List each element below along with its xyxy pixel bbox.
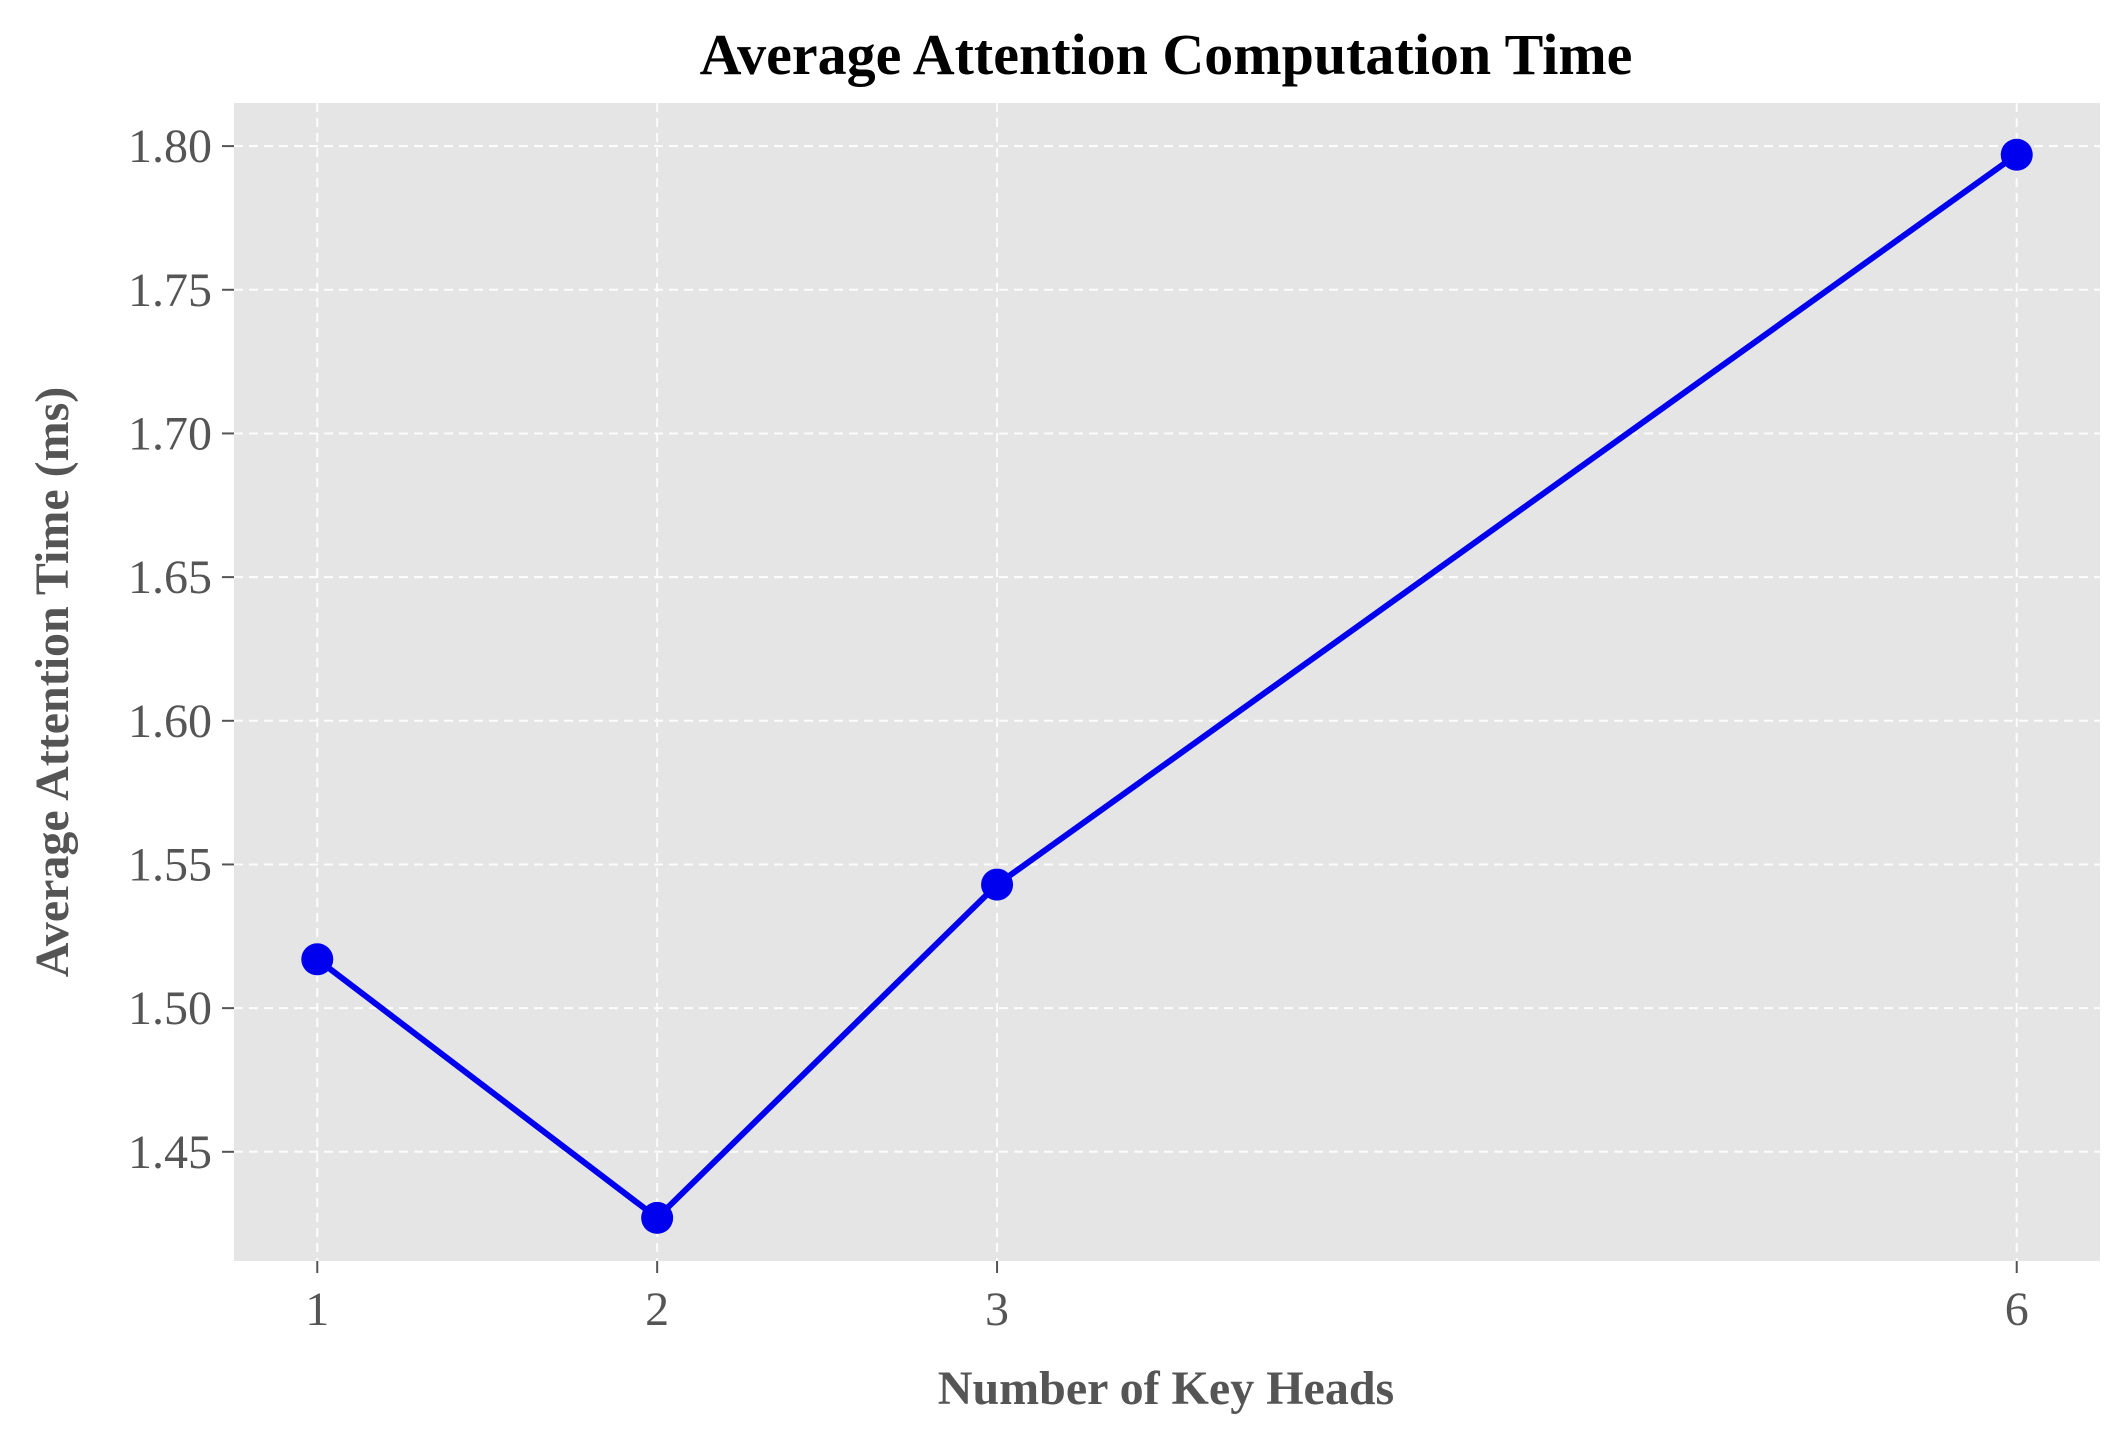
x-tick-label: 3 <box>985 1283 1009 1336</box>
y-tick-label: 1.80 <box>128 120 212 173</box>
x-tick-label: 2 <box>645 1283 669 1336</box>
series-layer <box>301 138 2033 1234</box>
y-tick-label: 1.65 <box>128 551 212 604</box>
chart-title: Average Attention Computation Time <box>700 22 1633 87</box>
y-tick-label: 1.60 <box>128 695 212 748</box>
y-tick-label: 1.75 <box>128 264 212 317</box>
data-point <box>2000 138 2033 171</box>
series-line <box>315 152 2019 1221</box>
x-tick-label: 1 <box>305 1283 329 1336</box>
plot-area <box>234 103 2100 1261</box>
grid-layer <box>234 103 2100 1261</box>
y-tick-label: 1.50 <box>128 982 212 1035</box>
tick-layer: 1.45 1.50 1.55 1.60 1.65 1.70 1.75 1.80 1 2 3 6 <box>128 120 2029 1336</box>
data-point <box>981 868 1014 901</box>
y-axis-label: Average Attention Time (ms) <box>26 387 79 978</box>
y-tick-label: 1.45 <box>128 1126 212 1179</box>
y-tick-label: 1.55 <box>128 838 212 891</box>
data-point <box>641 1201 674 1234</box>
x-axis-label: Number of Key Heads <box>938 1362 1394 1415</box>
x-tick-label: 6 <box>2005 1283 2029 1336</box>
y-tick-label: 1.70 <box>128 407 212 460</box>
data-point <box>301 943 334 976</box>
